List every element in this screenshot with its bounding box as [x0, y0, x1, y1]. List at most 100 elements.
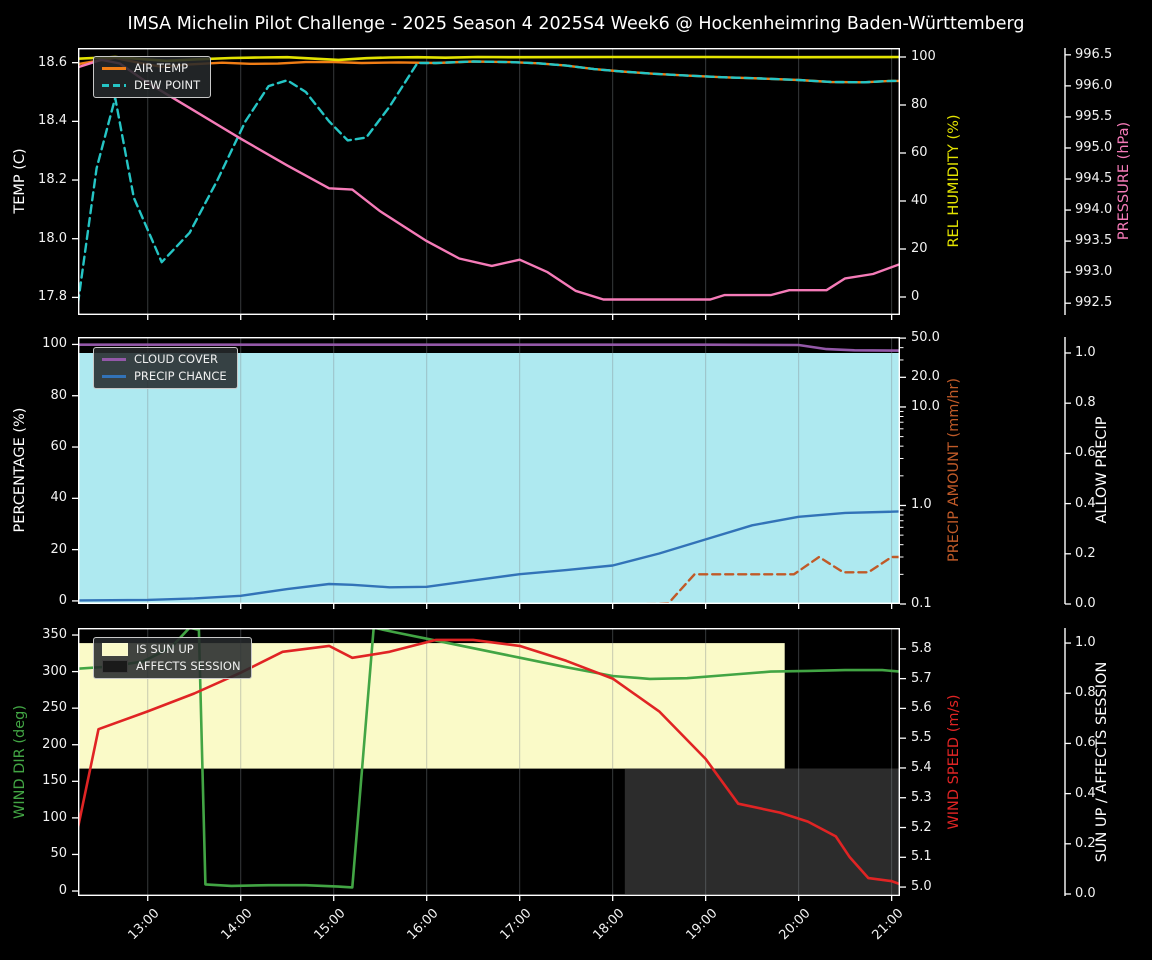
y-tick-label: 18.2: [38, 172, 67, 188]
legend-item-cloud-cover: CLOUD COVER: [102, 353, 227, 366]
legend-label: CLOUD COVER: [134, 352, 219, 366]
air-temp-line-swatch: [102, 66, 126, 71]
y-tick-label: 0.6: [1075, 445, 1096, 461]
y-tick-label: 5.4: [911, 759, 932, 775]
axis-label-rel-humidity: REL HUMIDITY (%): [946, 114, 962, 248]
chart-1: [72, 47, 1071, 320]
y-tick-label: 995.5: [1075, 108, 1113, 124]
y-tick-label: 200: [42, 736, 67, 752]
y-tick-label: 100: [911, 49, 936, 64]
y-tick-label: 0: [911, 289, 920, 304]
y-tick-label: 5.1: [911, 849, 932, 865]
series-pressure: [78, 58, 900, 301]
legend-label: PRECIP CHANCE: [134, 369, 227, 383]
y-tick-label: 5.8: [911, 640, 932, 656]
y-tick-label: 20: [50, 541, 67, 557]
legend-label: AIR TEMP: [134, 61, 189, 75]
y-tick-label: 0.2: [1075, 545, 1096, 561]
y-tick-label: 0.4: [1075, 785, 1096, 801]
page-title: IMSA Michelin Pilot Challenge - 2025 Sea…: [127, 14, 1025, 34]
axis-label-temp: TEMP (C): [12, 148, 28, 214]
legend-percentage-chart: CLOUD COVER PRECIP CHANCE: [93, 347, 238, 389]
y-tick-label: 0.8: [1075, 395, 1096, 411]
y-tick-label: 0.4: [1075, 495, 1096, 511]
legend-label: IS SUN UP: [136, 642, 194, 656]
legend-label: AFFECTS SESSION: [136, 659, 241, 673]
y-tick-label: 40: [911, 193, 928, 208]
y-tick-label: 50: [50, 846, 67, 862]
y-tick-label: 0.6: [1075, 735, 1096, 751]
legend-item-affects-session: AFFECTS SESSION: [102, 660, 241, 673]
y-tick-label: 50.0: [911, 330, 940, 346]
chart-2: [72, 336, 1071, 609]
y-tick-label: 992.5: [1075, 295, 1113, 311]
y-tick-label: 5.0: [911, 879, 932, 895]
y-tick-label: 0.2: [1075, 835, 1096, 851]
y-tick-label: 17.8: [38, 289, 67, 305]
y-tick-label: 993.0: [1075, 264, 1113, 280]
axis-label-wind-dir: WIND DIR (deg): [12, 704, 28, 820]
y-tick-label: 40: [50, 490, 67, 506]
y-tick-label: 0.8: [1075, 685, 1096, 701]
y-tick-label: 5.6: [911, 700, 932, 716]
axis-label-allow-precip: ALLOW PRECIP: [1094, 416, 1110, 524]
y-tick-label: 60: [50, 439, 67, 455]
legend-item-precip-chance: PRECIP CHANCE: [102, 370, 227, 383]
plot-border: [77, 336, 900, 605]
y-tick-label: 80: [50, 387, 67, 403]
y-tick-label: 18.4: [38, 113, 67, 129]
dew-point-line-swatch: [102, 83, 126, 88]
y-tick-label: 994.5: [1075, 171, 1113, 187]
axis-label-wind-speed: WIND SPEED (m/s): [946, 694, 962, 830]
y-tick-label: 996.5: [1075, 46, 1113, 62]
y-tick-label: 0: [58, 592, 67, 608]
legend-item-dew-point: DEW POINT: [102, 79, 200, 92]
legend-item-is-sun-up: IS SUN UP: [102, 643, 241, 656]
y-tick-label: 1.0: [1075, 344, 1096, 360]
y-tick-label: 20.0: [911, 369, 940, 385]
y-tick-label: 0.0: [1075, 596, 1096, 611]
legend-wind-chart: IS SUN UP AFFECTS SESSION: [93, 637, 252, 679]
y-tick-label: 18.6: [38, 54, 67, 70]
y-tick-label: 300: [42, 663, 67, 679]
y-tick-label: 1.0: [1075, 635, 1096, 651]
y-tick-label: 60: [911, 145, 928, 160]
series-cloud-cover: [78, 343, 900, 352]
y-tick-label: 10.0: [911, 398, 940, 414]
y-tick-label: 150: [42, 773, 67, 789]
y-tick-label: 0: [58, 883, 67, 899]
legend-item-air-temp: AIR TEMP: [102, 62, 200, 75]
y-tick-label: 1.0: [911, 497, 932, 513]
y-tick-label: 350: [42, 627, 67, 643]
y-tick-label: 100: [42, 336, 67, 352]
fill-allow-precip: [78, 353, 900, 604]
y-tick-label: 5.7: [911, 670, 932, 686]
y-tick-label: 20: [911, 241, 928, 256]
y-tick-label: 5.3: [911, 789, 932, 805]
axis-label-precip-amount: PRECIP AMOUNT (mm/hr): [946, 377, 962, 563]
y-tick-label: 100: [42, 809, 67, 825]
plot-border: [77, 627, 900, 897]
series-precip-amount: [645, 555, 900, 604]
y-tick-label: 994.0: [1075, 202, 1113, 218]
affects-session-fill-swatch: [102, 660, 128, 673]
sun-up-fill-swatch: [102, 643, 128, 656]
y-tick-label: 5.5: [911, 730, 932, 746]
y-tick-label: 5.2: [911, 819, 932, 835]
cloud-cover-line-swatch: [102, 357, 126, 362]
y-tick-label: 993.5: [1075, 233, 1113, 249]
y-tick-label: 250: [42, 700, 67, 716]
y-tick-label: 80: [911, 97, 928, 112]
axis-label-pressure: PRESSURE (hPa): [1116, 121, 1132, 241]
plot-border: [77, 47, 900, 316]
series-dew-point: [78, 60, 900, 305]
axis-label-percentage: PERCENTAGE (%): [12, 407, 28, 533]
legend-temp-chart: AIR TEMP DEW POINT: [93, 56, 212, 98]
axis-label-sun-session: SUN UP / AFFECTS SESSION: [1094, 661, 1110, 863]
series-precip-chance: [78, 510, 900, 602]
legend-label: DEW POINT: [134, 78, 201, 92]
precip-chance-line-swatch: [102, 374, 126, 379]
y-tick-label: 995.0: [1075, 139, 1113, 155]
